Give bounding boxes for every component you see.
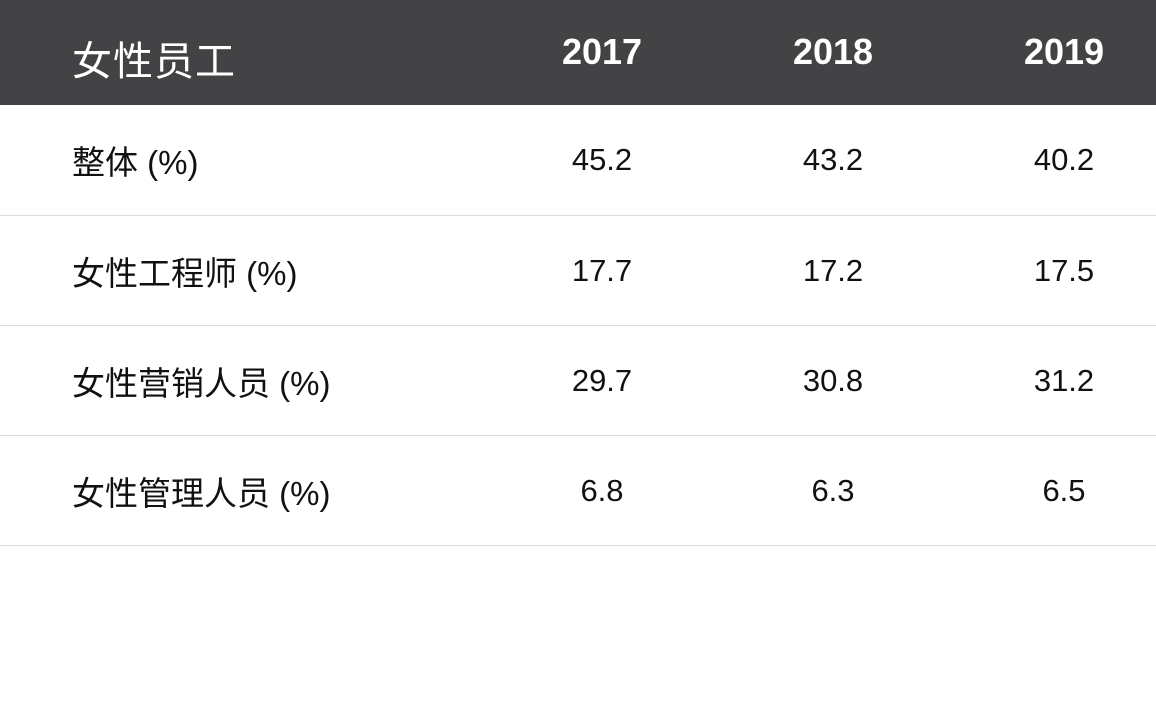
row-value: 17.5 [1033, 252, 1095, 288]
value-cell-2019: 40.2 [984, 105, 1144, 215]
row-label-cell: 女性工程师 (%) [72, 216, 502, 325]
table-row-female-managers: 女性管理人员 (%) 6.8 6.3 6.5 [0, 436, 1156, 546]
value-cell-2018: 6.3 [753, 436, 913, 545]
row-value: 29.7 [571, 362, 633, 398]
row-label-cell: 整体 (%) [72, 105, 502, 215]
row-value: 43.2 [802, 142, 864, 177]
header-year-2017-cell: 2017 [522, 0, 682, 105]
value-cell-2019: 17.5 [984, 216, 1144, 325]
row-value: 6.5 [1042, 472, 1086, 508]
value-cell-2017: 17.7 [522, 216, 682, 325]
female-employees-table: 女性员工 2017 2018 2019 整体 (%) 45.2 43.2 40.… [0, 0, 1156, 546]
column-header-year: 2019 [1023, 30, 1105, 72]
row-label: 女性工程师 (%) [72, 254, 298, 292]
value-cell-2017: 29.7 [522, 326, 682, 435]
value-cell-2017: 45.2 [522, 105, 682, 215]
row-label: 女性营销人员 (%) [72, 364, 331, 402]
row-label-cell: 女性管理人员 (%) [72, 436, 502, 545]
column-header-year: 2018 [792, 30, 874, 72]
row-value: 6.3 [811, 472, 855, 508]
row-value: 6.8 [580, 472, 624, 508]
row-label: 女性管理人员 (%) [72, 474, 331, 512]
row-value: 17.2 [802, 252, 864, 288]
row-value: 17.7 [571, 252, 633, 288]
row-value: 45.2 [571, 142, 633, 177]
header-year-2019-cell: 2019 [984, 0, 1144, 105]
header-year-2018-cell: 2018 [753, 0, 913, 105]
header-title-cell: 女性员工 [72, 0, 502, 105]
row-value: 31.2 [1033, 362, 1095, 398]
value-cell-2018: 43.2 [753, 105, 913, 215]
value-cell-2019: 6.5 [984, 436, 1144, 545]
table-row-overall: 整体 (%) 45.2 43.2 40.2 [0, 105, 1156, 216]
table-header-row: 女性员工 2017 2018 2019 [0, 0, 1156, 105]
value-cell-2018: 17.2 [753, 216, 913, 325]
column-header-year: 2017 [561, 30, 643, 72]
row-label: 整体 (%) [72, 144, 199, 181]
table-row-female-engineers: 女性工程师 (%) 17.7 17.2 17.5 [0, 216, 1156, 326]
row-label-cell: 女性营销人员 (%) [72, 326, 502, 435]
table-title: 女性员工 [72, 39, 236, 84]
value-cell-2017: 6.8 [522, 436, 682, 545]
row-value: 30.8 [802, 362, 864, 398]
value-cell-2019: 31.2 [984, 326, 1144, 435]
table-row-female-marketing: 女性营销人员 (%) 29.7 30.8 31.2 [0, 326, 1156, 436]
row-value: 40.2 [1033, 142, 1095, 177]
value-cell-2018: 30.8 [753, 326, 913, 435]
